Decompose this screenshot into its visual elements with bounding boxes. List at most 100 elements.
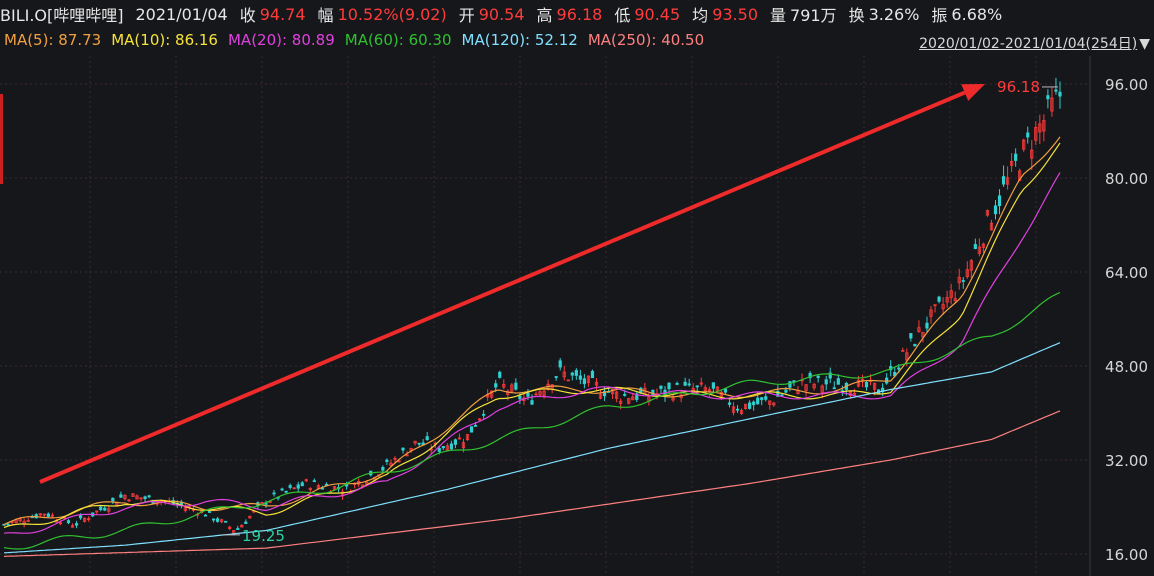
candle-body bbox=[490, 390, 494, 398]
high-label: 高 bbox=[536, 6, 553, 25]
trend-arrow-head bbox=[961, 84, 985, 101]
candle-body bbox=[703, 387, 707, 392]
candle-body bbox=[78, 515, 83, 519]
candle-body bbox=[913, 344, 917, 347]
ma-legend-item: MA(250): 40.50 bbox=[587, 31, 705, 49]
candle-body bbox=[143, 496, 147, 500]
candle-body bbox=[784, 389, 788, 393]
candle-body bbox=[461, 442, 466, 449]
ma-line bbox=[3, 142, 1061, 529]
amplitude-label: 振 bbox=[931, 6, 948, 25]
candle-body bbox=[623, 393, 627, 396]
date-range-selector[interactable]: 2020/01/02-2021/01/04(254日) ▼ bbox=[919, 33, 1150, 53]
candle-body bbox=[965, 269, 969, 277]
candle-body bbox=[107, 508, 111, 512]
y-tick-label: 48.00 bbox=[1105, 358, 1148, 376]
date-range-label: 2020/01/02-2021/01/04(254日) bbox=[919, 36, 1138, 52]
candle-body bbox=[735, 408, 740, 411]
candle-body bbox=[820, 385, 824, 393]
candle-body bbox=[437, 448, 441, 452]
volume-value: 791万 bbox=[790, 6, 837, 25]
left-marker bbox=[0, 94, 3, 184]
candle-body bbox=[389, 462, 393, 466]
candle-body bbox=[772, 402, 776, 406]
candle-body bbox=[203, 514, 208, 517]
ma-legend-item: MA(5): 87.73 bbox=[4, 31, 102, 49]
candle-body bbox=[562, 371, 566, 378]
candle-body bbox=[312, 480, 316, 483]
candle-body bbox=[397, 460, 401, 463]
candle-body bbox=[320, 487, 325, 490]
candle-body bbox=[981, 243, 986, 248]
candle-body bbox=[953, 298, 957, 302]
candle-body bbox=[381, 466, 385, 471]
candle-body bbox=[574, 370, 578, 376]
candle-body bbox=[1014, 153, 1018, 161]
candle-body bbox=[683, 381, 687, 386]
candle-body bbox=[671, 397, 675, 401]
turnover-value: 3.26% bbox=[868, 4, 920, 24]
candle-body bbox=[510, 384, 514, 392]
candle-body bbox=[304, 479, 308, 482]
candle-body bbox=[469, 426, 474, 433]
close-value: 94.74 bbox=[259, 4, 306, 24]
candle-body bbox=[756, 397, 760, 405]
candle-body bbox=[385, 459, 389, 463]
ma-line bbox=[3, 136, 1061, 526]
candle-body bbox=[824, 379, 828, 385]
candle-body bbox=[788, 381, 792, 388]
candle-body bbox=[941, 304, 945, 310]
candle-body bbox=[417, 442, 421, 445]
candle-body bbox=[1042, 120, 1046, 132]
candle-body bbox=[473, 424, 478, 427]
chevron-down-icon[interactable]: ▼ bbox=[1139, 36, 1150, 52]
candle-body bbox=[83, 517, 87, 522]
candle-body bbox=[731, 406, 736, 413]
candle-body bbox=[280, 488, 284, 491]
candle-body bbox=[925, 322, 929, 329]
candle-body bbox=[518, 395, 522, 400]
candle-body bbox=[453, 439, 458, 445]
candle-body bbox=[272, 492, 276, 495]
amplitude-value: 6.68% bbox=[951, 4, 1003, 24]
candle-body bbox=[1058, 91, 1062, 97]
candle-body bbox=[937, 296, 941, 302]
candle-body bbox=[441, 446, 445, 449]
candle-body bbox=[828, 372, 832, 379]
candle-body bbox=[929, 309, 933, 317]
symbol-name: BILI.O[哔哩哔哩] bbox=[0, 6, 124, 25]
close-label: 收 bbox=[239, 6, 256, 25]
candlestick-chart[interactable]: 96.00 80.00 64.00 48.00 32.00 16.00 96.18 19.25 bbox=[0, 56, 1154, 576]
candle-body bbox=[1026, 132, 1030, 138]
candle-body bbox=[812, 383, 816, 389]
candle-body bbox=[667, 382, 671, 390]
candle-body bbox=[985, 210, 990, 216]
candle-body bbox=[534, 393, 538, 396]
candle-body bbox=[482, 413, 486, 416]
candle-body bbox=[752, 401, 756, 406]
candle-body bbox=[909, 333, 913, 339]
max-price-label: 96.18 bbox=[997, 78, 1040, 96]
candle-body bbox=[46, 513, 50, 517]
candle-body bbox=[87, 518, 91, 521]
ma-line bbox=[3, 172, 1061, 534]
open-value: 90.54 bbox=[478, 4, 525, 24]
y-tick-label: 64.00 bbox=[1105, 264, 1148, 282]
candle-body bbox=[216, 518, 220, 522]
candle-body bbox=[744, 403, 748, 409]
candle-body bbox=[594, 381, 599, 386]
candle-body bbox=[768, 400, 772, 405]
candle-body bbox=[949, 290, 953, 298]
ma-line bbox=[3, 410, 1061, 557]
candle-body bbox=[135, 495, 139, 500]
candle-body bbox=[183, 507, 187, 511]
candle-body bbox=[1001, 176, 1006, 185]
candle-body bbox=[675, 382, 679, 385]
candle-body bbox=[95, 510, 99, 513]
candle-body bbox=[224, 520, 228, 523]
ma-legend-item: MA(10): 86.16 bbox=[111, 31, 218, 49]
candle-body bbox=[989, 222, 994, 231]
candle-body bbox=[457, 437, 462, 440]
change-label: 幅 bbox=[317, 6, 334, 25]
